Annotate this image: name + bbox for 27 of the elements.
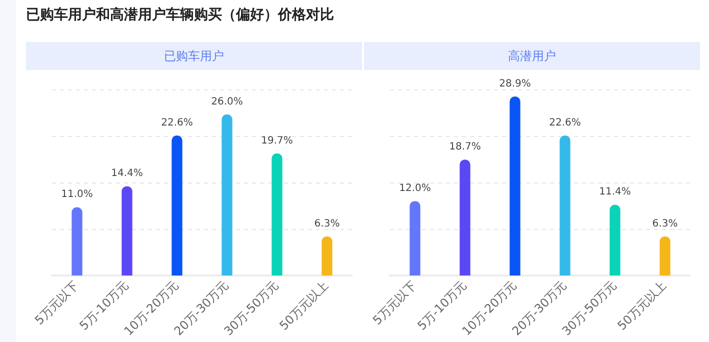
data-label: 11.4% bbox=[599, 186, 631, 198]
data-label: 22.6% bbox=[549, 117, 581, 128]
chart-subtitle: 高潜用户 bbox=[364, 42, 700, 70]
data-label: 19.7% bbox=[261, 135, 293, 146]
bar bbox=[560, 135, 570, 276]
bar bbox=[410, 201, 420, 276]
data-label: 11.0% bbox=[61, 189, 93, 200]
bar bbox=[322, 236, 332, 276]
data-label: 26.0% bbox=[211, 96, 243, 108]
data-label: 6.3% bbox=[652, 218, 678, 230]
data-label: 12.0% bbox=[399, 183, 431, 194]
chart-subtitle: 已购车用户 bbox=[26, 42, 362, 70]
data-label: 14.4% bbox=[111, 168, 143, 180]
bar bbox=[222, 114, 232, 276]
bar bbox=[72, 207, 82, 276]
bar bbox=[172, 135, 182, 276]
bar bbox=[660, 236, 670, 276]
bar bbox=[122, 186, 132, 276]
bar bbox=[272, 153, 282, 276]
data-label: 28.9% bbox=[499, 78, 531, 90]
data-label: 22.6% bbox=[161, 117, 193, 128]
data-label: 18.7% bbox=[449, 142, 481, 153]
data-label: 6.3% bbox=[314, 218, 340, 230]
bar bbox=[610, 204, 620, 276]
chart-title: 已购车用户和高潜用户车辆购买（偏好）价格对比 bbox=[26, 6, 334, 24]
bar bbox=[510, 96, 520, 276]
bar bbox=[460, 160, 470, 276]
